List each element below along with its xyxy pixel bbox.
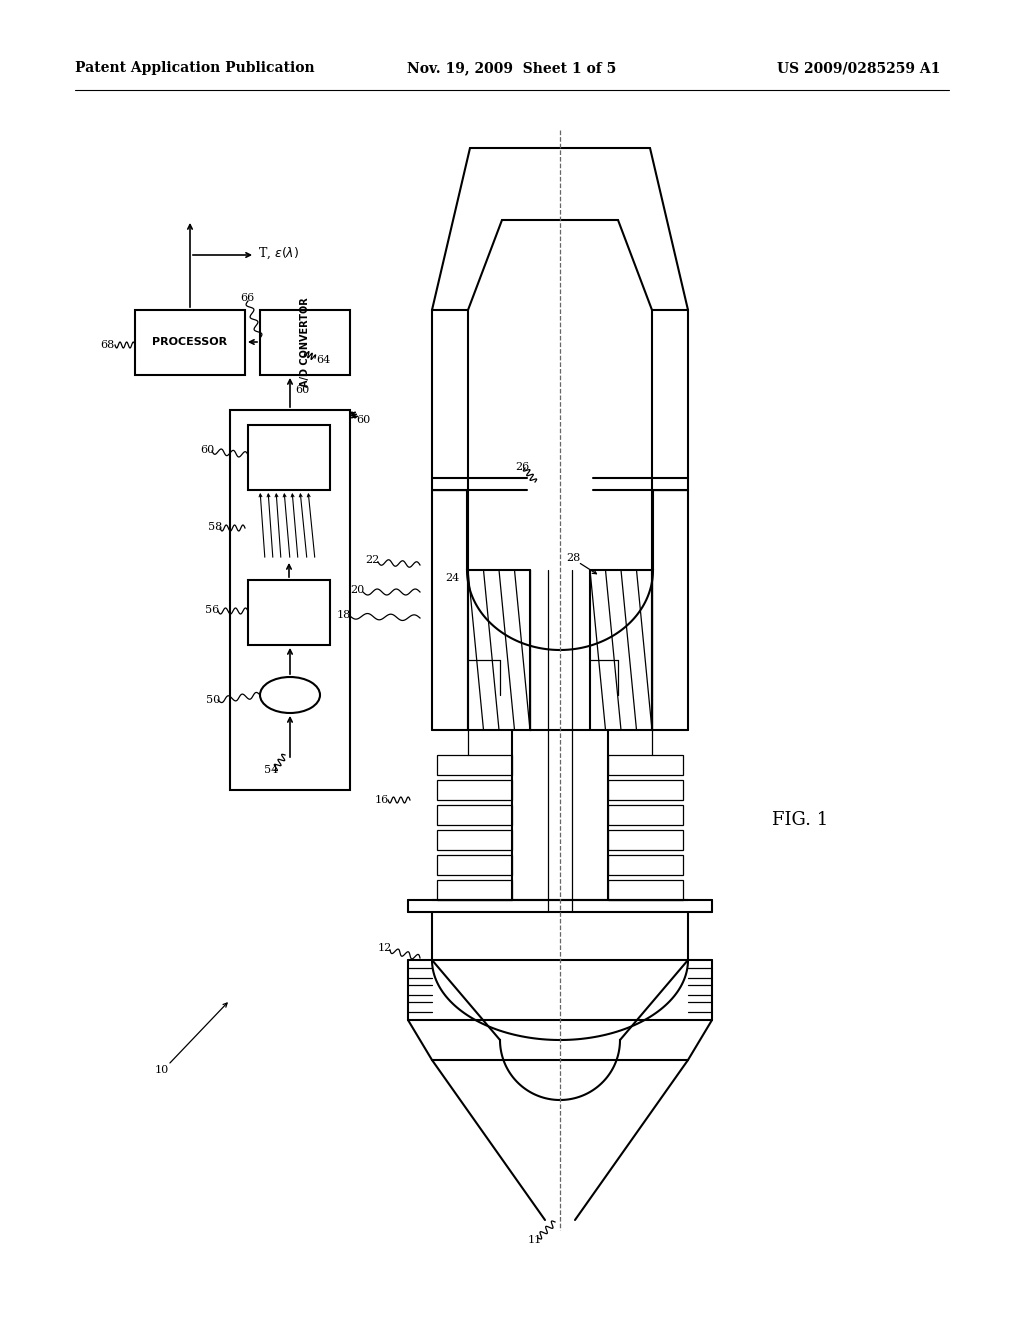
Ellipse shape	[260, 677, 319, 713]
Bar	[437, 755, 512, 775]
Text: 60: 60	[356, 414, 371, 425]
Text: 26: 26	[515, 462, 529, 473]
Text: 12: 12	[378, 942, 392, 953]
Bar	[437, 780, 512, 800]
Text: 64: 64	[316, 355, 331, 366]
Text: 28: 28	[566, 553, 581, 564]
Text: T, $\varepsilon(\lambda)$: T, $\varepsilon(\lambda)$	[258, 246, 299, 261]
Text: PROCESSOR: PROCESSOR	[153, 337, 227, 347]
Text: 20: 20	[350, 585, 365, 595]
Text: 54: 54	[264, 766, 279, 775]
Bar	[608, 780, 683, 800]
Bar	[608, 855, 683, 875]
Text: A/D CONVERTOR: A/D CONVERTOR	[300, 297, 310, 387]
Bar	[135, 310, 245, 375]
Text: 10: 10	[155, 1065, 169, 1074]
Text: Nov. 19, 2009  Sheet 1 of 5: Nov. 19, 2009 Sheet 1 of 5	[408, 61, 616, 75]
Bar	[437, 830, 512, 850]
Bar	[437, 855, 512, 875]
Text: 58: 58	[208, 521, 222, 532]
Text: US 2009/0285259 A1: US 2009/0285259 A1	[776, 61, 940, 75]
Bar	[608, 755, 683, 775]
Text: 11: 11	[528, 1236, 543, 1245]
Bar	[608, 880, 683, 900]
Bar	[260, 310, 350, 375]
Text: 24: 24	[445, 573, 459, 583]
Text: 16: 16	[375, 795, 389, 805]
Bar	[437, 880, 512, 900]
Text: 50: 50	[206, 696, 220, 705]
Text: 66: 66	[240, 293, 254, 304]
Text: Patent Application Publication: Patent Application Publication	[75, 61, 314, 75]
Bar	[437, 805, 512, 825]
Text: 22: 22	[365, 554, 379, 565]
Bar	[608, 830, 683, 850]
Text: 60: 60	[295, 385, 309, 395]
Text: 18: 18	[337, 610, 351, 620]
Bar	[248, 425, 330, 490]
Text: FIG. 1: FIG. 1	[772, 810, 828, 829]
Bar	[608, 805, 683, 825]
Text: 68: 68	[100, 341, 115, 350]
Text: 56: 56	[205, 605, 219, 615]
Bar	[230, 411, 350, 789]
Text: 60: 60	[200, 445, 214, 455]
Bar	[248, 579, 330, 645]
